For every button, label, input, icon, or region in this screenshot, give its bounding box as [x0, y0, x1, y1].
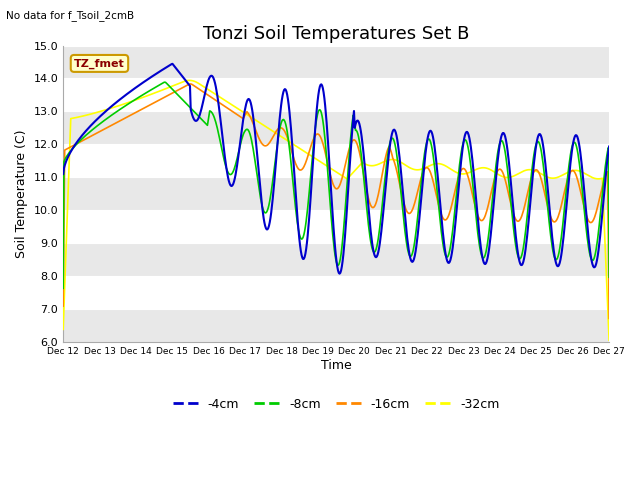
Text: TZ_fmet: TZ_fmet: [74, 58, 125, 69]
X-axis label: Time: Time: [321, 359, 351, 372]
Title: Tonzi Soil Temperatures Set B: Tonzi Soil Temperatures Set B: [203, 24, 469, 43]
Bar: [63, 46, 609, 78]
Bar: [63, 78, 609, 111]
Y-axis label: Soil Temperature (C): Soil Temperature (C): [15, 130, 28, 258]
Bar: [63, 210, 609, 243]
Bar: [63, 111, 609, 144]
Text: No data for f_Tsoil_2cmB: No data for f_Tsoil_2cmB: [6, 10, 134, 21]
Bar: [63, 144, 609, 177]
Bar: [63, 309, 609, 342]
Bar: [63, 177, 609, 210]
Bar: [63, 243, 609, 276]
Bar: [63, 276, 609, 309]
Legend: -4cm, -8cm, -16cm, -32cm: -4cm, -8cm, -16cm, -32cm: [168, 393, 504, 416]
